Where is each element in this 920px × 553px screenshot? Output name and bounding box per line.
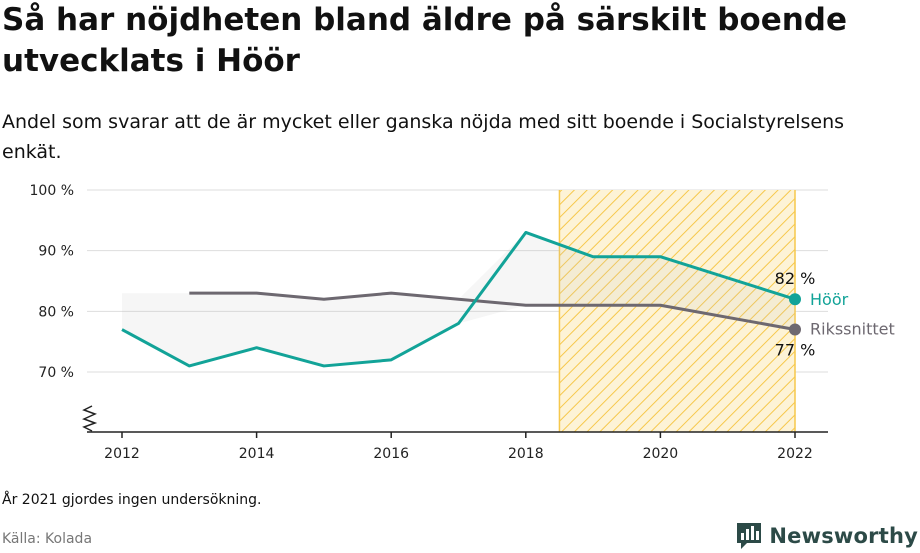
y-tick-label: 90 % — [38, 244, 74, 260]
chart-title: Så har nöjdheten bland äldre på särskilt… — [2, 2, 848, 79]
newsworthy-chart-bubble-icon — [737, 523, 762, 549]
highlight-period — [558, 190, 796, 432]
difference-area — [122, 232, 795, 366]
series-line-rikssnittet — [189, 291, 796, 332]
x-tick-label: 2020 — [643, 446, 679, 462]
highlight-hatch — [559, 190, 795, 432]
y-tick-label: 70 % — [38, 365, 74, 381]
brand-name: Newsworthy — [769, 524, 918, 548]
value-label-rikssnittet: 77 % — [775, 341, 816, 360]
newsworthy-logo: Newsworthy — [735, 519, 918, 553]
series-line-hoor — [121, 230, 796, 368]
series-label-hoor: Höör — [810, 290, 849, 309]
x-tick-label: 2016 — [373, 446, 409, 462]
x-tick-label: 2014 — [239, 446, 275, 462]
value-label-hoor: 82 % — [775, 269, 816, 288]
end-points — [789, 293, 801, 336]
x-tick-label: 2022 — [777, 446, 813, 462]
x-axis: 2012 2014 2016 2018 2020 2022 — [82, 405, 828, 462]
end-point-hoor — [789, 293, 801, 306]
x-tick-label: 2012 — [104, 446, 140, 462]
y-tick-label: 80 % — [38, 304, 74, 320]
y-tick-label: 100 % — [30, 183, 74, 199]
series-label-rikssnittet: Rikssnittet — [810, 320, 895, 339]
x-tick-label: 2018 — [508, 446, 544, 462]
footnote: År 2021 gjordes ingen undersökning. — [2, 492, 262, 508]
line-chart: 70 %80 %90 %100 % 2012 2014 2016 2018 2020 20… — [30, 183, 895, 462]
y-axis-break-icon — [82, 405, 98, 432]
difference-shading — [122, 232, 795, 366]
series-lines — [121, 230, 796, 368]
chart-subtitle: Andel som svarar att de är mycket eller … — [2, 111, 845, 163]
end-point-rikssnittet — [789, 323, 801, 336]
source-text: Källa: Kolada — [2, 531, 93, 547]
labels: Höör Rikssnittet 82 % 77 % — [775, 269, 895, 359]
